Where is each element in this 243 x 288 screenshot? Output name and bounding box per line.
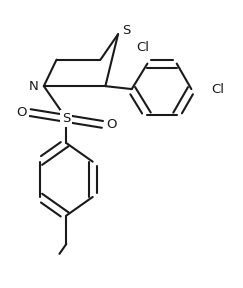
- Text: N: N: [29, 80, 39, 93]
- Text: Cl: Cl: [136, 41, 149, 54]
- Text: O: O: [106, 118, 116, 131]
- Text: O: O: [16, 106, 26, 119]
- Text: S: S: [122, 24, 130, 37]
- Text: S: S: [62, 112, 70, 125]
- Text: Cl: Cl: [211, 83, 224, 96]
